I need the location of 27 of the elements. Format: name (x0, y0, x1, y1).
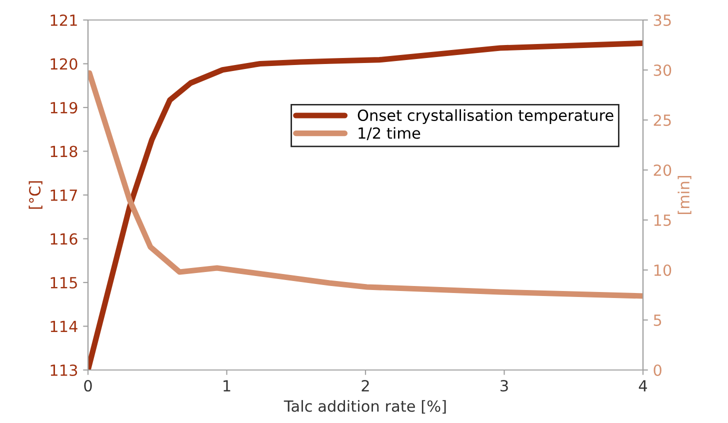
y-tick-label: 118 (50, 146, 78, 158)
y-tick-label: 119 (50, 102, 78, 114)
y-tick-label: 113 (50, 364, 78, 376)
y2-tick-label: 0 (654, 364, 662, 376)
y2-axis-title: [min] (678, 176, 692, 214)
y-tick-label: 116 (50, 233, 78, 245)
x-tick-label: 4 (638, 380, 648, 392)
x-tick-label: 2 (362, 380, 369, 392)
x-tick-label: 3 (500, 380, 508, 392)
y2-tick-label: 5 (654, 314, 662, 326)
y2-tick-label: 20 (654, 164, 672, 176)
legend-label: 1/2 time (358, 127, 420, 140)
y2-tick-label: 35 (654, 14, 671, 26)
y-tick-label: 115 (50, 277, 77, 289)
y2-tick-label: 15 (654, 214, 671, 226)
y-tick-label: 120 (50, 58, 78, 70)
y-tick-label: 121 (50, 14, 77, 26)
y2-tick-label: 25 (654, 114, 671, 126)
x-tick-label: 1 (224, 380, 230, 392)
x-tick-label: 0 (84, 380, 92, 392)
y-axis-title: [°C] (28, 181, 42, 209)
y-tick-label: 114 (50, 320, 78, 332)
y-tick-label: 117 (50, 190, 77, 201)
y2-tick-label: 10 (654, 264, 672, 276)
y2-tick-label: 30 (654, 64, 672, 76)
legend-label: Onset crystallisation temperature (358, 109, 614, 124)
x-axis-title: Talc addition rate [%] (284, 400, 446, 414)
